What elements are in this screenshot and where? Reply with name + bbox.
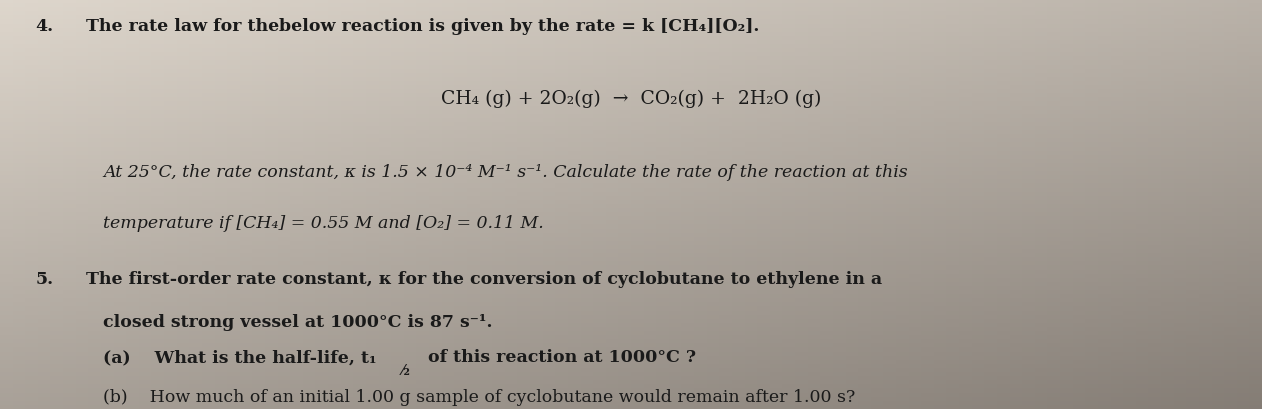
Text: 5.: 5.: [35, 270, 53, 287]
Text: CH₄ (g) + 2O₂(g)  →  CO₂(g) +  2H₂O (g): CH₄ (g) + 2O₂(g) → CO₂(g) + 2H₂O (g): [440, 90, 822, 108]
Text: (a)    What is the half-life, t₁: (a) What is the half-life, t₁: [103, 348, 377, 365]
Text: below reaction is given by the rate = k [CH₄][O₂].: below reaction is given by the rate = k …: [279, 18, 760, 35]
Text: ⁄₂: ⁄₂: [401, 363, 410, 377]
Text: temperature if [CH₄] = 0.55 M and [O₂] = 0.11 M.: temperature if [CH₄] = 0.55 M and [O₂] =…: [103, 215, 544, 231]
Text: closed strong vessel at 1000°C is 87 s⁻¹.: closed strong vessel at 1000°C is 87 s⁻¹…: [103, 313, 493, 330]
Text: (b)    How much of an initial 1.00 g sample of cyclobutane would remain after 1.: (b) How much of an initial 1.00 g sample…: [103, 388, 856, 405]
Text: The first-order rate constant, κ for the conversion of cyclobutane to ethylene i: The first-order rate constant, κ for the…: [86, 270, 882, 287]
Text: 4.: 4.: [35, 18, 53, 35]
Text: of this reaction at 1000°C ?: of this reaction at 1000°C ?: [422, 348, 695, 365]
Text: The rate law for the: The rate law for the: [86, 18, 285, 35]
Text: At 25°C, the rate constant, κ is 1.5 × 10⁻⁴ M⁻¹ s⁻¹. Calculate the rate of the r: At 25°C, the rate constant, κ is 1.5 × 1…: [103, 164, 909, 180]
